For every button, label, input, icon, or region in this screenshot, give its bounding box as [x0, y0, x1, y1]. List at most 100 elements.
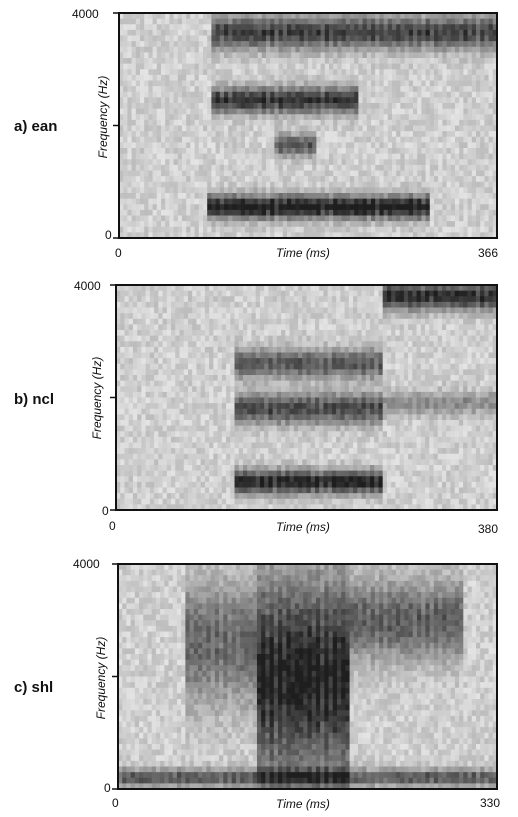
spectrogram-cell — [492, 136, 498, 143]
spectrogram-cell — [251, 358, 257, 365]
spectrogram-cell — [251, 487, 257, 494]
spectrogram-cell — [140, 119, 145, 127]
spectrogram-cell — [228, 58, 233, 65]
spectrogram-cell — [337, 125, 343, 132]
spectrogram-cell — [211, 131, 217, 138]
spectrogram-cell — [224, 215, 229, 222]
spectrogram-cell — [226, 318, 231, 325]
spectrogram-cell — [173, 159, 179, 166]
spectrogram-cell — [234, 498, 240, 505]
spectrogram-cell — [446, 159, 452, 166]
spectrogram-cell — [396, 35, 401, 42]
spectrogram-cell — [492, 193, 498, 200]
spectrogram-cell — [455, 232, 460, 239]
spectrogram-cell — [243, 408, 248, 415]
spectrogram-cell — [177, 114, 183, 121]
spectrogram-cell — [446, 97, 452, 104]
spectrogram-panel-a: a) ean Frequency (Hz) 4000 0 0 Time (ms)… — [0, 0, 518, 262]
spectrogram-cell — [459, 18, 464, 25]
spectrogram-cell — [257, 153, 263, 160]
spectrogram-cell — [128, 493, 134, 500]
spectrogram-cell — [124, 346, 130, 354]
spectrogram-cell — [124, 448, 130, 455]
spectrogram-cell — [198, 80, 204, 87]
spectrogram-cell — [400, 86, 406, 93]
spectrogram-cell — [255, 324, 261, 331]
spectrogram-cell — [261, 187, 267, 194]
spectrogram-cell — [375, 69, 380, 76]
spectrogram-cell — [165, 63, 170, 70]
spectrogram-cell — [124, 352, 130, 359]
spectrogram-cell — [488, 41, 494, 48]
spectrogram-cell — [192, 358, 198, 365]
spectrogram-cell — [132, 341, 138, 348]
spectrogram-cell — [173, 226, 179, 233]
spectrogram-cell — [211, 181, 217, 188]
spectrogram-cell — [240, 74, 246, 82]
spectrogram-cell — [198, 24, 204, 31]
spectrogram-cell — [333, 24, 338, 31]
spectrogram-cell — [127, 86, 133, 93]
spectrogram-cell — [270, 198, 275, 205]
spectrogram-cell — [171, 465, 176, 472]
spectrogram-cell — [375, 131, 380, 138]
spectrogram-cell — [396, 46, 401, 53]
spectrogram-cell — [173, 232, 179, 239]
spectrogram-cell — [165, 181, 170, 188]
spectrogram-cell — [484, 125, 490, 132]
spectrogram-cell — [488, 142, 494, 149]
spectrogram-cell — [179, 341, 185, 348]
spectrogram-cell — [266, 69, 271, 76]
spectrogram-cell — [177, 69, 183, 76]
spectrogram-cell — [261, 232, 267, 239]
spectrogram-cell — [333, 142, 338, 149]
spectrogram-cell — [421, 176, 427, 183]
spectrogram-cell — [131, 215, 137, 222]
spectrogram-cell — [192, 414, 198, 421]
spectrogram-cell — [148, 46, 154, 53]
spectrogram-cell — [312, 58, 317, 65]
spectrogram-cell — [316, 187, 322, 194]
spectrogram-cell — [137, 358, 142, 365]
spectrogram-cell — [211, 148, 217, 155]
spectrogram-cell — [177, 46, 183, 53]
spectrogram-cell — [131, 232, 137, 239]
spectrogram-cell — [413, 136, 418, 143]
spectrogram-cell — [116, 436, 121, 444]
spectrogram-cell — [200, 363, 206, 370]
spectrogram-cell — [463, 226, 469, 233]
spectrogram-cell — [257, 176, 263, 183]
spectrogram-cell — [480, 80, 485, 87]
spectrogram-cell — [329, 193, 334, 200]
spectrogram-cell — [196, 369, 202, 376]
spectrogram-cell — [132, 375, 138, 382]
spectrogram-cell — [120, 318, 126, 325]
spectrogram-cell — [329, 52, 334, 59]
spectrogram-cell — [203, 24, 208, 31]
spectrogram-cell — [350, 24, 355, 31]
spectrogram-cell — [362, 125, 368, 132]
spectrogram-cell — [161, 41, 166, 48]
spectrogram-cell — [345, 13, 351, 20]
spectrogram-cell — [255, 481, 261, 489]
spectrogram-cell — [196, 431, 202, 438]
spectrogram-cell — [467, 221, 473, 228]
spectrogram-cell — [320, 103, 326, 110]
spectrogram-cell — [316, 221, 322, 228]
spectrogram-cell — [463, 170, 469, 177]
spectrogram-cell — [408, 18, 414, 25]
spectrogram-cell — [152, 52, 158, 59]
spectrogram-cell — [128, 448, 134, 455]
spectrogram-cell — [161, 226, 166, 233]
spectrogram-cell — [190, 198, 196, 205]
spectrogram-cell — [209, 324, 214, 331]
spectrogram-cell — [166, 431, 172, 438]
spectrogram-cell — [226, 453, 231, 460]
spectrogram-cell — [459, 52, 464, 59]
spectrogram-cell — [255, 442, 261, 449]
spectrogram-cell — [173, 58, 179, 65]
spectrogram-cell — [166, 414, 172, 421]
spectrogram-cell — [166, 358, 172, 365]
spectrogram-cell — [341, 35, 347, 42]
spectrogram-cell — [190, 164, 196, 172]
